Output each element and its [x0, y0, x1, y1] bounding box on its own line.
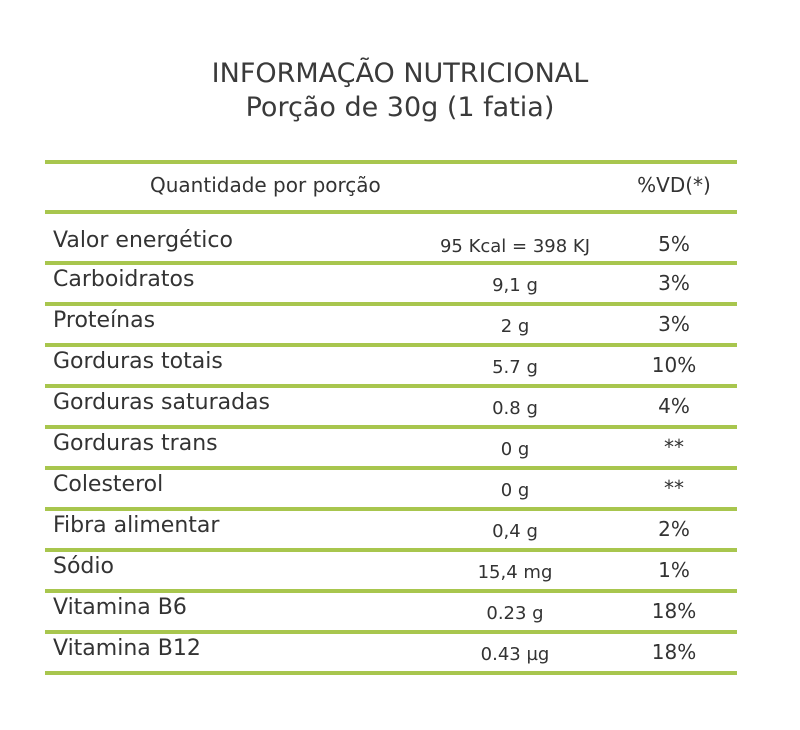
- nutrient-rows: Valor energético 95 Kcal = 398 KJ 5% Carboi…: [45, 214, 737, 675]
- nutrient-daily-value: 4%: [658, 394, 690, 418]
- nutrient-daily-value: 18%: [651, 599, 697, 623]
- table-row: Colesterol 0 g **: [45, 470, 737, 507]
- table-row: Carboidratos 9,1 g 3%: [45, 265, 737, 302]
- table-rule: [45, 302, 737, 306]
- table-row: Proteínas 2 g 3%: [45, 306, 737, 343]
- nutrient-daily-value: 18%: [651, 640, 697, 664]
- nutrient-amount: 2 g: [500, 316, 530, 337]
- nutrient-name: Colesterol: [53, 472, 164, 497]
- nutrient-amount: 0 g: [500, 439, 530, 460]
- nutrient-name: Gorduras saturadas: [53, 390, 271, 415]
- nutrient-name: Valor energético: [53, 228, 233, 253]
- nutrient-amount: 0 g: [500, 480, 530, 501]
- nutrient-daily-value: **: [664, 476, 684, 500]
- nutrient-amount: 9,1 g: [492, 275, 538, 296]
- nutrient-name: Vitamina B6: [53, 595, 187, 620]
- table-rule: [45, 261, 737, 265]
- nutrient-amount: 5.7 g: [492, 357, 538, 378]
- table-rule: [45, 210, 737, 214]
- nutrient-daily-value: 5%: [658, 232, 690, 256]
- table-rule: [45, 384, 737, 388]
- nutrient-name: Vitamina B12: [53, 636, 201, 661]
- nutrient-name: Carboidratos: [53, 267, 195, 292]
- table-row: Sódio 15,4 mg 1%: [45, 552, 737, 589]
- nutrient-amount: 15,4 mg: [477, 562, 553, 583]
- table-row: Vitamina B6 0.23 g 18%: [45, 593, 737, 630]
- nutrient-name: Proteínas: [53, 308, 156, 333]
- table-rule: [45, 425, 737, 429]
- header-vd-label: %VD(*): [637, 173, 711, 197]
- table-row: Vitamina B12 0.43 µg 18%: [45, 634, 737, 671]
- nutrient-amount: 0,4 g: [492, 521, 538, 542]
- nutrient-daily-value: **: [664, 435, 684, 459]
- table-rule: [45, 548, 737, 552]
- table-rule: [45, 630, 737, 634]
- table-rule: [45, 589, 737, 593]
- nutrient-daily-value: 3%: [658, 271, 690, 295]
- nutrient-daily-value: 2%: [658, 517, 690, 541]
- table-rule-top: [45, 160, 737, 164]
- table-header: Quantidade por porção %VD(*): [45, 164, 737, 210]
- nutrient-daily-value: 10%: [651, 353, 697, 377]
- table-rule: [45, 507, 737, 511]
- nutrient-amount: 0.8 g: [492, 398, 538, 419]
- nutrient-amount: 95 Kcal = 398 KJ: [439, 236, 591, 257]
- nutrition-title: INFORMAÇÃO NUTRICIONAL: [211, 58, 589, 89]
- nutrient-name: Gorduras totais: [53, 349, 223, 374]
- header-quantity-label: Quantidade por porção: [150, 173, 381, 197]
- table-row: Gorduras trans 0 g **: [45, 429, 737, 466]
- table-row: Fibra alimentar 0,4 g 2%: [45, 511, 737, 548]
- table-rule: [45, 671, 737, 675]
- nutrition-table: Quantidade por porção %VD(*) Valor energ…: [45, 160, 737, 675]
- table-row: Gorduras totais 5.7 g 10%: [45, 347, 737, 384]
- nutrient-name: Gorduras trans: [53, 431, 218, 456]
- table-rule: [45, 466, 737, 470]
- nutrient-name: Sódio: [53, 554, 114, 579]
- table-row: Valor energético 95 Kcal = 398 KJ 5%: [45, 214, 737, 261]
- table-row: Gorduras saturadas 0.8 g 4%: [45, 388, 737, 425]
- nutrient-amount: 0.43 µg: [480, 644, 550, 665]
- nutrient-daily-value: 1%: [658, 558, 690, 582]
- serving-size: Porção de 30g (1 fatia): [245, 92, 555, 123]
- nutrient-amount: 0.23 g: [486, 603, 544, 624]
- nutrient-name: Fibra alimentar: [53, 513, 220, 538]
- table-rule: [45, 343, 737, 347]
- nutrient-daily-value: 3%: [658, 312, 690, 336]
